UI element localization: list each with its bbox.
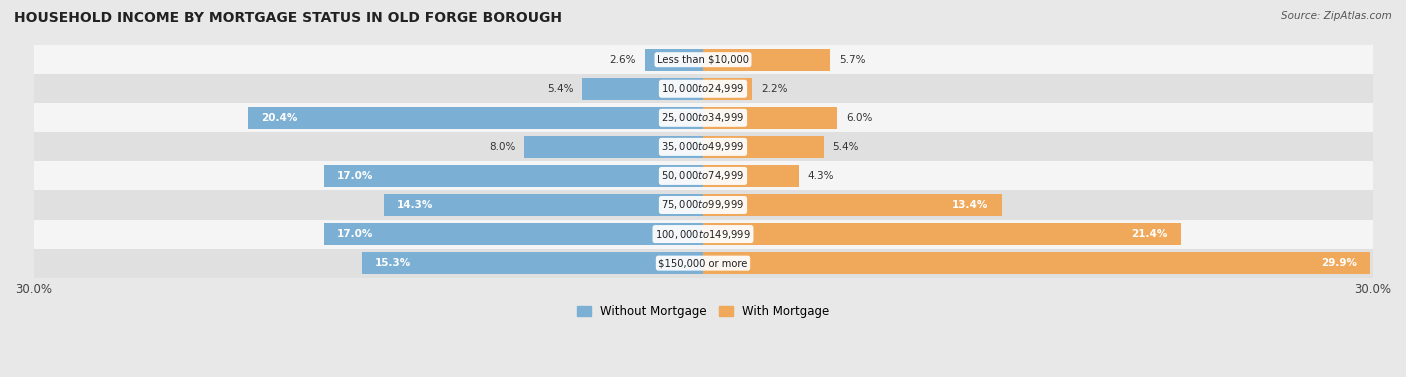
Text: 5.4%: 5.4%	[832, 142, 859, 152]
Text: 6.0%: 6.0%	[846, 113, 872, 123]
Bar	[645, 49, 703, 70]
Text: 17.0%: 17.0%	[337, 171, 374, 181]
Text: 21.4%: 21.4%	[1130, 229, 1167, 239]
Text: 5.7%: 5.7%	[839, 55, 866, 65]
Text: 17.0%: 17.0%	[337, 229, 374, 239]
Text: 8.0%: 8.0%	[489, 142, 516, 152]
Bar	[34, 190, 1372, 219]
Bar	[703, 252, 1371, 274]
Bar	[323, 223, 703, 245]
Bar	[582, 78, 703, 100]
Text: Less than $10,000: Less than $10,000	[657, 55, 749, 65]
Bar	[524, 136, 703, 158]
Bar	[703, 136, 824, 158]
Text: 2.6%: 2.6%	[610, 55, 636, 65]
Bar	[361, 252, 703, 274]
Text: $50,000 to $74,999: $50,000 to $74,999	[661, 169, 745, 182]
Bar	[34, 74, 1372, 103]
Bar	[703, 194, 1002, 216]
Bar	[34, 161, 1372, 190]
Bar	[34, 248, 1372, 277]
Text: 4.3%: 4.3%	[808, 171, 834, 181]
Text: 13.4%: 13.4%	[952, 200, 988, 210]
Text: 20.4%: 20.4%	[262, 113, 298, 123]
Bar	[703, 78, 752, 100]
Text: 2.2%: 2.2%	[761, 84, 787, 94]
Text: 29.9%: 29.9%	[1320, 258, 1357, 268]
Text: $10,000 to $24,999: $10,000 to $24,999	[661, 82, 745, 95]
Bar	[34, 103, 1372, 132]
Legend: Without Mortgage, With Mortgage: Without Mortgage, With Mortgage	[572, 300, 834, 323]
Text: $35,000 to $49,999: $35,000 to $49,999	[661, 140, 745, 153]
Text: $75,000 to $99,999: $75,000 to $99,999	[661, 199, 745, 211]
Text: 15.3%: 15.3%	[375, 258, 411, 268]
Text: $100,000 to $149,999: $100,000 to $149,999	[655, 228, 751, 241]
Bar	[34, 45, 1372, 74]
Text: $150,000 or more: $150,000 or more	[658, 258, 748, 268]
Text: $25,000 to $34,999: $25,000 to $34,999	[661, 111, 745, 124]
Bar	[247, 107, 703, 129]
Bar	[703, 165, 799, 187]
Bar	[384, 194, 703, 216]
Bar	[703, 49, 830, 70]
Bar	[703, 223, 1181, 245]
Text: 14.3%: 14.3%	[398, 200, 433, 210]
Text: Source: ZipAtlas.com: Source: ZipAtlas.com	[1281, 11, 1392, 21]
Bar	[323, 165, 703, 187]
Bar	[703, 107, 837, 129]
Bar	[34, 132, 1372, 161]
Text: HOUSEHOLD INCOME BY MORTGAGE STATUS IN OLD FORGE BOROUGH: HOUSEHOLD INCOME BY MORTGAGE STATUS IN O…	[14, 11, 562, 25]
Text: 5.4%: 5.4%	[547, 84, 574, 94]
Bar	[34, 219, 1372, 248]
